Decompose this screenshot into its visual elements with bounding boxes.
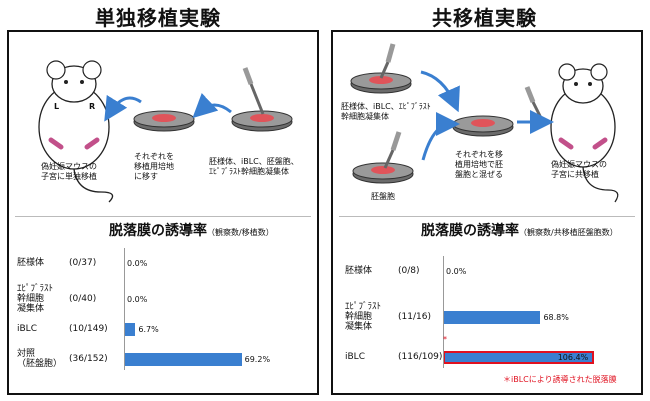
category-label: 胚様体: [345, 266, 373, 276]
category-label: iBLC: [345, 352, 365, 362]
petri-dish-icon: [352, 162, 414, 184]
mouse-icon: [38, 60, 114, 203]
value-label: 69.2%: [244, 355, 271, 364]
arrow-icon: [104, 94, 142, 122]
value-label: 0.0%: [127, 295, 148, 304]
pipette-icon: [242, 67, 265, 115]
bar: [124, 323, 136, 336]
value-label: 6.7%: [138, 325, 159, 334]
asterisk-mark: *: [443, 335, 447, 344]
arrow-icon: [421, 112, 460, 161]
divider: [15, 216, 311, 217]
source-caption: 胚様体、iBLC、胚盤胞、 ｴﾋﾟﾌﾞﾗｽﾄ幹細胞凝集体: [209, 157, 299, 176]
source-caption: 胚様体、iBLC、ｴﾋﾟﾌﾞﾗｽﾄ 幹細胞凝集体: [341, 102, 431, 121]
category-label: 対照 （胚盤胞）: [17, 349, 63, 369]
pipette-icon: [524, 86, 547, 127]
value-label: 0.0%: [446, 267, 467, 276]
bar: [124, 353, 242, 366]
move-caption: それぞれを 移植用培地 に移す: [134, 152, 174, 181]
divider: [339, 216, 635, 217]
single-transplant-illustration: [38, 60, 293, 203]
mouse-left-mark: L: [54, 102, 60, 111]
chart-title: 脱落膜の誘導率（観察数/共移植胚盤胞数）: [421, 223, 618, 239]
ratio-label: (0/8): [398, 266, 420, 276]
pipette-icon: [383, 131, 402, 169]
value-label: 0.0%: [127, 259, 148, 268]
single-transplant-panel: L R 偽妊娠マウスの 子宮に単独移植 それぞれを 移植用培地 に移す 胚様体、iBL…: [7, 30, 319, 395]
petri-dish-icon: [231, 110, 293, 132]
ratio-label: (116/109): [398, 352, 443, 362]
petri-dish-icon: [452, 115, 514, 137]
right-panel-title: 共移植実験: [432, 6, 537, 30]
petri-dish-icon: [350, 72, 412, 94]
ratio-label: (0/37): [69, 258, 97, 268]
arrow-icon: [192, 92, 232, 119]
category-label: iBLC: [17, 324, 37, 334]
axis-line: [443, 256, 444, 368]
axis-line: [124, 248, 125, 370]
arrow-icon: [420, 70, 460, 113]
category-label: ｴﾋﾟﾌﾞﾗｽﾄ 幹細胞 凝集体: [17, 284, 54, 314]
co-transplant-illustration: [350, 43, 619, 203]
ratio-label: (0/40): [69, 294, 97, 304]
petri-dish-icon: [133, 110, 195, 132]
category-label: ｴﾋﾟﾌﾞﾗｽﾄ 幹細胞 凝集体: [345, 302, 382, 332]
value-label: 68.8%: [543, 313, 569, 322]
ratio-label: (11/16): [398, 312, 431, 322]
pipette-icon: [379, 43, 396, 79]
ibLC-note: ＊iBLCにより誘導された脱落膜: [503, 375, 617, 384]
chart-title: 脱落膜の誘導率（観察数/移植数）: [109, 223, 274, 239]
ratio-label: (10/149): [69, 324, 108, 334]
mouse-caption: 偽妊娠マウスの 子宮に単独移植: [41, 162, 97, 181]
bar: [443, 311, 541, 324]
ratio-label: (36/152): [69, 354, 108, 364]
mouse-right-mark: R: [89, 102, 96, 111]
move-caption: それぞれを移 植用培地で胚 盤胞と混ぜる: [455, 150, 503, 179]
left-panel-title: 単独移植実験: [95, 6, 221, 30]
mouse-icon: [550, 63, 619, 203]
category-label: 胚様体: [17, 258, 45, 268]
mouse-caption: 偽妊娠マウスの 子宮に共移植: [551, 160, 607, 179]
co-transplant-panel: 胚様体、iBLC、ｴﾋﾟﾌﾞﾗｽﾄ 幹細胞凝集体 胚盤胞 それぞれを移 植用培地で胚…: [331, 30, 643, 395]
value-label: 106.4%: [557, 353, 589, 362]
blastocyst-caption: 胚盤胞: [371, 192, 395, 201]
